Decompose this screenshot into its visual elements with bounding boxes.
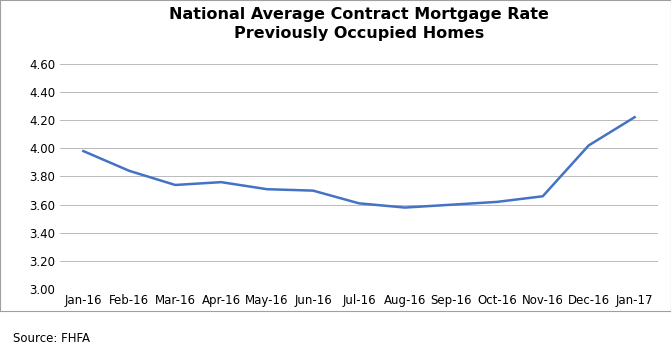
Title: National Average Contract Mortgage Rate
Previously Occupied Homes: National Average Contract Mortgage Rate …: [169, 6, 549, 41]
Text: Source: FHFA: Source: FHFA: [13, 333, 91, 345]
